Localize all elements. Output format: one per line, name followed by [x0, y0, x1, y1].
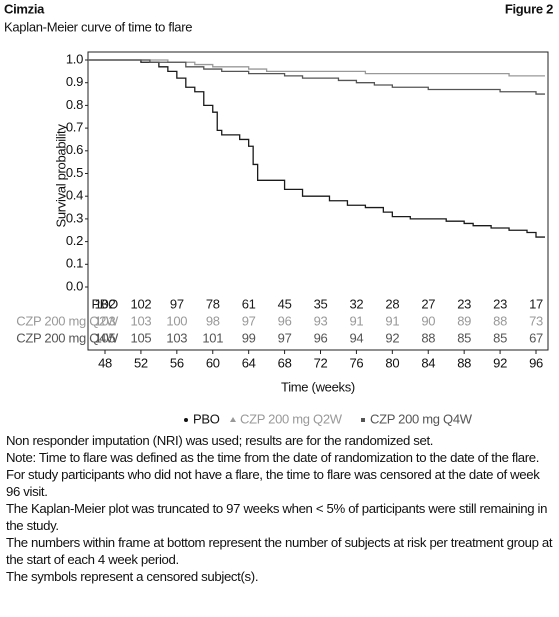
legend-symbol: [361, 418, 365, 422]
note: The symbols represent a censored subject…: [6, 569, 259, 584]
x-tick-label: 52: [134, 355, 148, 370]
at-risk-count: 89: [457, 313, 471, 328]
at-risk-count: 45: [278, 296, 292, 311]
at-risk-count: 35: [314, 296, 328, 311]
legend: PBO CZP 200 mg Q2W CZP 200 mg Q4W: [184, 411, 473, 426]
note: The numbers within frame at bottom repre…: [6, 535, 553, 567]
legend-symbol: [230, 417, 236, 422]
at-risk-count: 67: [529, 330, 543, 345]
at-risk-label: PBO: [91, 296, 118, 311]
at-risk-count: 32: [349, 296, 363, 311]
at-risk-label: CZP 200 mg Q4W: [16, 330, 119, 345]
x-tick-label: 56: [170, 355, 184, 370]
at-risk-count: 105: [131, 330, 152, 345]
at-risk-count: 102: [95, 296, 116, 311]
at-risk-count: 103: [131, 313, 152, 328]
at-risk-count: 28: [385, 296, 399, 311]
frame: [87, 51, 549, 351]
y-tick-label: 1.0: [66, 51, 83, 66]
at-risk-count: 23: [493, 296, 507, 311]
at-risk-count: 91: [385, 313, 399, 328]
note: The Kaplan-Meier plot was truncated to 9…: [6, 501, 548, 533]
x-axis-label: Time (weeks): [281, 379, 355, 394]
survival-curve: [88, 59, 545, 238]
at-risk-count: 90: [421, 313, 435, 328]
at-risk-count: 94: [349, 330, 363, 345]
note: Note: Time to flare was defined as the t…: [6, 450, 540, 499]
at-risk-count: 97: [278, 330, 292, 345]
x-tick-label: 76: [349, 355, 363, 370]
legend-label: CZP 200 mg Q2W: [240, 411, 343, 426]
y-tick-label: 0.8: [66, 97, 83, 112]
at-risk-count: 88: [493, 313, 507, 328]
at-risk-count: 88: [421, 330, 435, 345]
y-axis-label: Survival probability: [53, 124, 68, 228]
chart: Cimzia Figure 2 Kaplan-Meier curve of ti…: [4, 1, 553, 426]
at-risk-count: 98: [206, 313, 220, 328]
y-tick-label: 0.1: [66, 256, 83, 271]
legend-label: PBO: [193, 411, 220, 426]
x-tick-label: 92: [493, 355, 507, 370]
at-risk-count: 92: [385, 330, 399, 345]
at-risk-count: 61: [242, 296, 256, 311]
y-tick-label: 0.6: [66, 142, 83, 157]
at-risk-count: 73: [529, 313, 543, 328]
x-tick-label: 88: [457, 355, 471, 370]
y-tick-label: 0.9: [66, 74, 83, 89]
legend-label: CZP 200 mg Q4W: [370, 411, 473, 426]
at-risk-count: 103: [95, 313, 116, 328]
survival-curve: [88, 59, 545, 95]
at-risk-count: 96: [314, 330, 328, 345]
y-tick-label: 0.5: [66, 165, 83, 180]
chart-title: Kaplan-Meier curve of time to flare: [4, 19, 192, 34]
y-tick-label: 0.7: [66, 120, 83, 135]
at-risk-count: 27: [421, 296, 435, 311]
x-tick-label: 64: [242, 355, 256, 370]
at-risk-count: 96: [278, 313, 292, 328]
x-tick-label: 80: [385, 355, 399, 370]
at-risk-count: 85: [493, 330, 507, 345]
x-tick-label: 96: [529, 355, 543, 370]
y-tick-label: 0.2: [66, 233, 83, 248]
at-risk-count: 85: [457, 330, 471, 345]
legend-symbol: [184, 418, 188, 422]
at-risk-count: 91: [349, 313, 363, 328]
at-risk-count: 105: [95, 330, 116, 345]
note: Non responder imputation (NRI) was used;…: [6, 433, 434, 448]
at-risk-count: 97: [242, 313, 256, 328]
notes: Non responder imputation (NRI) was used;…: [6, 432, 555, 585]
brand: Cimzia: [4, 1, 45, 16]
at-risk-count: 100: [166, 313, 187, 328]
x-tick-label: 72: [314, 355, 328, 370]
at-risk-label: CZP 200 mg Q2W: [16, 313, 119, 328]
x-tick-label: 48: [98, 355, 112, 370]
x-tick-label: 84: [421, 355, 435, 370]
y-tick-label: 0.0: [66, 278, 83, 293]
x-tick-label: 68: [278, 355, 292, 370]
at-risk-count: 23: [457, 296, 471, 311]
figure-label: Figure 2: [505, 1, 553, 16]
at-risk-count: 17: [529, 296, 543, 311]
at-risk-count: 101: [202, 330, 223, 345]
at-risk-count: 103: [166, 330, 187, 345]
y-tick-label: 0.3: [66, 210, 83, 225]
at-risk-count: 78: [206, 296, 220, 311]
at-risk-count: 102: [131, 296, 152, 311]
at-risk-count: 99: [242, 330, 256, 345]
x-tick-label: 60: [206, 355, 220, 370]
at-risk-count: 93: [314, 313, 328, 328]
at-risk-count: 97: [170, 296, 184, 311]
y-tick-label: 0.4: [66, 188, 83, 203]
